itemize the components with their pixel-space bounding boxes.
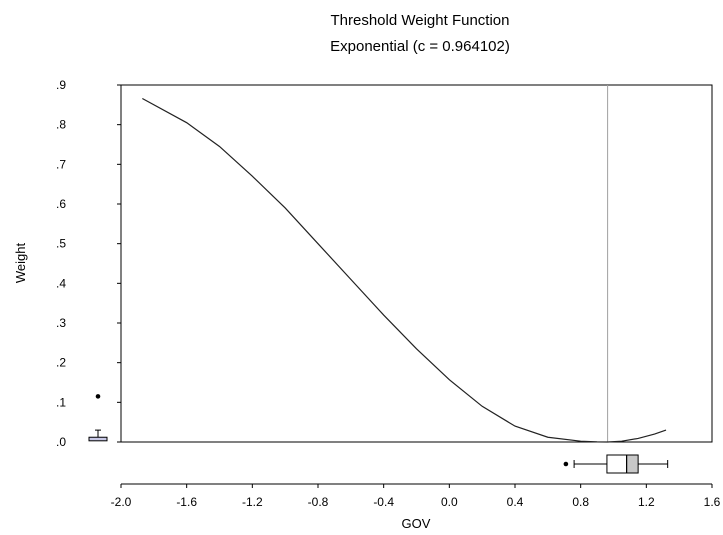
- x-axis-ticks: -2.0 -1.6 -1.2 -0.8 -0.4 0.0 0.4 0.8 1.2 1.6: [111, 483, 721, 509]
- x-box-lower-half: [606, 454, 628, 474]
- y-box-outlier: [95, 394, 101, 399]
- y-tick-label: .3: [56, 316, 66, 330]
- y-tick-label: .6: [56, 197, 66, 211]
- x-tick-label: 1.2: [638, 495, 655, 509]
- y-boxplot: [88, 394, 108, 442]
- x-axis-label: GOV: [402, 516, 431, 531]
- x-tick-label: -1.6: [176, 495, 197, 509]
- x-tick-label: -1.2: [242, 495, 263, 509]
- y-tick-label: .7: [56, 157, 66, 171]
- x-tick-label: 0.0: [441, 495, 458, 509]
- y-tick-label: .4: [56, 276, 66, 290]
- y-tick-label: .8: [56, 118, 66, 132]
- y-tick-label: .0: [56, 435, 66, 449]
- y-tick-label: .9: [56, 78, 66, 92]
- x-tick-label: -2.0: [111, 495, 132, 509]
- y-tick-label: .1: [56, 395, 66, 409]
- chart-subtitle: Exponential (c = 0.964102): [330, 38, 510, 55]
- chart-title: Threshold Weight Function: [331, 12, 510, 29]
- y-axis-label: Weight: [13, 243, 28, 284]
- x-boxplot: [563, 454, 669, 474]
- y-box-body: [88, 436, 108, 442]
- plot-frame: [120, 84, 713, 443]
- x-tick-label: -0.8: [308, 495, 329, 509]
- y-axis-ticks: .0 .1 .2 .3 .4 .5 .6 .7 .8 .9: [56, 78, 121, 449]
- y-tick-label: .5: [56, 237, 66, 251]
- y-tick-label: .2: [56, 356, 66, 370]
- x-tick-label: -0.4: [373, 495, 394, 509]
- x-tick-label: 0.4: [507, 495, 524, 509]
- weight-curve: [142, 97, 667, 443]
- x-tick-label: 1.6: [704, 495, 721, 509]
- x-tick-label: 0.8: [572, 495, 589, 509]
- x-box-upper-half: [626, 454, 639, 474]
- x-box-outlier: [563, 461, 569, 467]
